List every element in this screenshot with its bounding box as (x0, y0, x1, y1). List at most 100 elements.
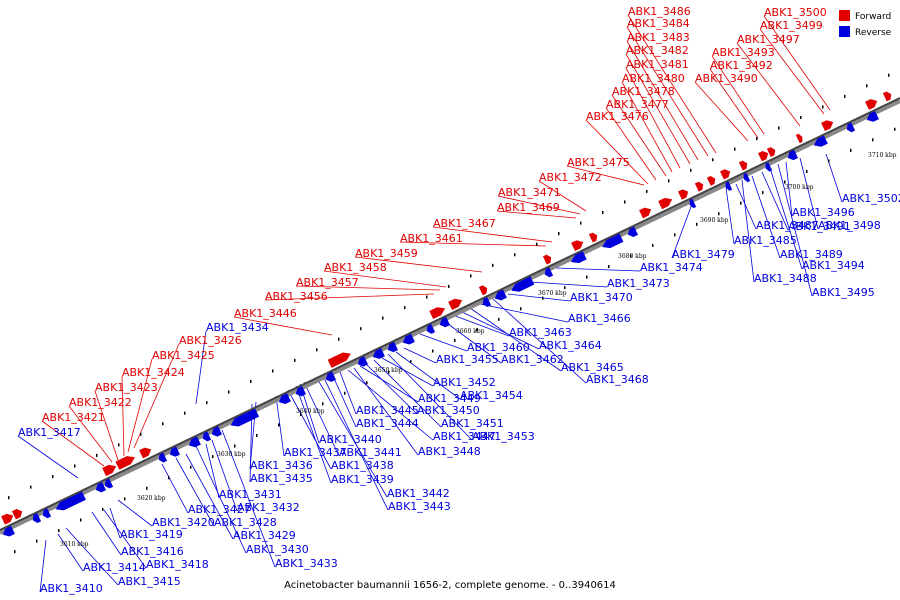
reverse-gene[interactable] (357, 356, 369, 368)
reverse-gene[interactable] (42, 508, 52, 519)
forward-gene[interactable] (821, 119, 834, 131)
gene-label[interactable]: ABK1_3450 (417, 404, 480, 417)
reverse-gene[interactable] (544, 267, 554, 278)
reverse-gene[interactable] (570, 251, 587, 265)
forward-gene[interactable] (677, 188, 690, 200)
forward-gene[interactable] (694, 181, 705, 192)
gene-label[interactable]: ABK1_3436 (250, 459, 313, 472)
reverse-gene[interactable] (95, 481, 107, 494)
reverse-gene[interactable] (372, 348, 385, 361)
reverse-gene[interactable] (202, 431, 212, 442)
gene-label[interactable]: ABK1_3452 (433, 376, 496, 389)
gene-label[interactable]: ABK1_3416 (121, 545, 184, 558)
reverse-gene[interactable] (387, 341, 399, 354)
reverse-gene[interactable] (158, 452, 168, 463)
reverse-gene[interactable] (104, 478, 114, 489)
forward-gene[interactable] (11, 508, 24, 520)
gene-label[interactable]: ABK1_3468 (586, 373, 649, 386)
gene-label[interactable]: ABK1_3417 (18, 426, 81, 439)
gene-label[interactable]: ABK1_3470 (570, 291, 633, 304)
reverse-gene[interactable] (601, 233, 624, 250)
gene-label[interactable]: ABK1_3438 (331, 459, 394, 472)
gene-label[interactable]: ABK1_3472 (539, 171, 602, 184)
reverse-gene[interactable] (846, 122, 856, 133)
gene-label[interactable]: ABK1_3437 (284, 446, 347, 459)
gene-label[interactable]: ABK1_3431 (219, 488, 282, 501)
forward-gene[interactable] (658, 196, 673, 210)
forward-gene[interactable] (115, 454, 136, 470)
gene-label[interactable]: ABK1_3443 (388, 500, 451, 513)
forward-gene[interactable] (571, 239, 584, 251)
gene-label[interactable]: ABK1_3427 (188, 503, 251, 516)
gene-label[interactable]: ABK1_3493 (712, 46, 775, 59)
gene-label[interactable]: ABK1_3473 (607, 277, 670, 290)
reverse-gene[interactable] (426, 324, 436, 335)
forward-gene[interactable] (448, 297, 463, 310)
forward-gene[interactable] (882, 91, 893, 102)
gene-label[interactable]: ABK1_3460 (467, 341, 530, 354)
gene-label[interactable]: ABK1_3444 (356, 417, 419, 430)
gene-label[interactable]: ABK1_3459 (355, 247, 418, 260)
reverse-gene[interactable] (764, 162, 773, 172)
reverse-gene[interactable] (742, 172, 751, 183)
forward-gene[interactable] (738, 160, 749, 171)
gene-label[interactable]: ABK1_3445 (356, 404, 419, 417)
gene-label[interactable]: ABK1_3485 (734, 234, 797, 247)
forward-gene[interactable] (542, 254, 553, 265)
forward-gene[interactable] (327, 350, 351, 368)
gene-label[interactable]: ABK1_3500 (764, 6, 827, 19)
gene-label[interactable]: ABK1_3430 (246, 543, 309, 556)
gene-label[interactable]: ABK1_3479 (672, 248, 735, 261)
reverse-gene[interactable] (510, 276, 535, 294)
gene-label[interactable]: ABK1_3498 (818, 219, 881, 232)
gene-label[interactable]: ABK1_3484 (627, 17, 690, 30)
gene-label[interactable]: ABK1_3467 (433, 217, 496, 230)
gene-label[interactable]: ABK1_3454 (460, 389, 523, 402)
gene-label[interactable]: ABK1_3458 (324, 261, 387, 274)
gene-label[interactable]: ABK1_3434 (206, 321, 269, 334)
gene-label[interactable]: ABK1_3410 (40, 582, 103, 595)
reverse-gene[interactable] (813, 135, 828, 148)
reverse-gene[interactable] (295, 385, 307, 398)
gene-label[interactable]: ABK1_3494 (802, 259, 865, 272)
gene-label[interactable]: ABK1_3426 (179, 334, 242, 347)
forward-gene[interactable] (706, 175, 717, 186)
gene-label[interactable]: ABK1_3424 (122, 366, 185, 379)
gene-label[interactable]: ABK1_3486 (628, 5, 691, 18)
gene-label[interactable]: ABK1_3465 (561, 361, 624, 374)
gene-label[interactable]: ABK1_3462 (501, 353, 564, 366)
gene-label[interactable]: ABK1_3446 (234, 307, 297, 320)
forward-gene[interactable] (429, 305, 446, 320)
gene-label[interactable]: ABK1_3453 (472, 430, 535, 443)
gene-label[interactable]: ABK1_3480 (622, 72, 685, 85)
gene-label[interactable]: ABK1_3483 (627, 31, 690, 44)
forward-gene[interactable] (639, 206, 652, 219)
forward-gene[interactable] (865, 98, 878, 110)
gene-label[interactable]: ABK1_3497 (737, 33, 800, 46)
gene-label[interactable]: ABK1_3492 (710, 59, 773, 72)
gene-label[interactable]: ABK1_3415 (118, 575, 181, 588)
gene-label[interactable]: ABK1_3423 (95, 381, 158, 394)
gene-label[interactable]: ABK1_3496 (792, 206, 855, 219)
forward-gene[interactable] (757, 150, 770, 162)
gene-label[interactable]: ABK1_3476 (586, 110, 649, 123)
gene-label[interactable]: ABK1_3466 (568, 312, 631, 325)
reverse-gene[interactable] (482, 297, 492, 308)
reverse-gene[interactable] (230, 408, 260, 428)
gene-label[interactable]: ABK1_3488 (754, 272, 817, 285)
gene-label[interactable]: ABK1_3469 (497, 201, 560, 214)
forward-gene[interactable] (588, 232, 599, 243)
forward-gene[interactable] (795, 133, 803, 144)
reverse-gene[interactable] (2, 525, 15, 538)
gene-label[interactable]: ABK1_3440 (319, 433, 382, 446)
reverse-gene[interactable] (494, 289, 507, 302)
gene-label[interactable]: ABK1_3502 (842, 192, 900, 205)
reverse-gene[interactable] (278, 393, 291, 406)
gene-label[interactable]: ABK1_3463 (509, 326, 572, 339)
gene-label[interactable]: ABK1_3477 (606, 98, 669, 111)
forward-gene[interactable] (478, 285, 489, 296)
gene-label[interactable]: ABK1_3471 (498, 186, 561, 199)
gene-label[interactable]: ABK1_3478 (612, 85, 675, 98)
gene-label[interactable]: ABK1_3448 (418, 445, 481, 458)
gene-label[interactable]: ABK1_3419 (120, 528, 183, 541)
